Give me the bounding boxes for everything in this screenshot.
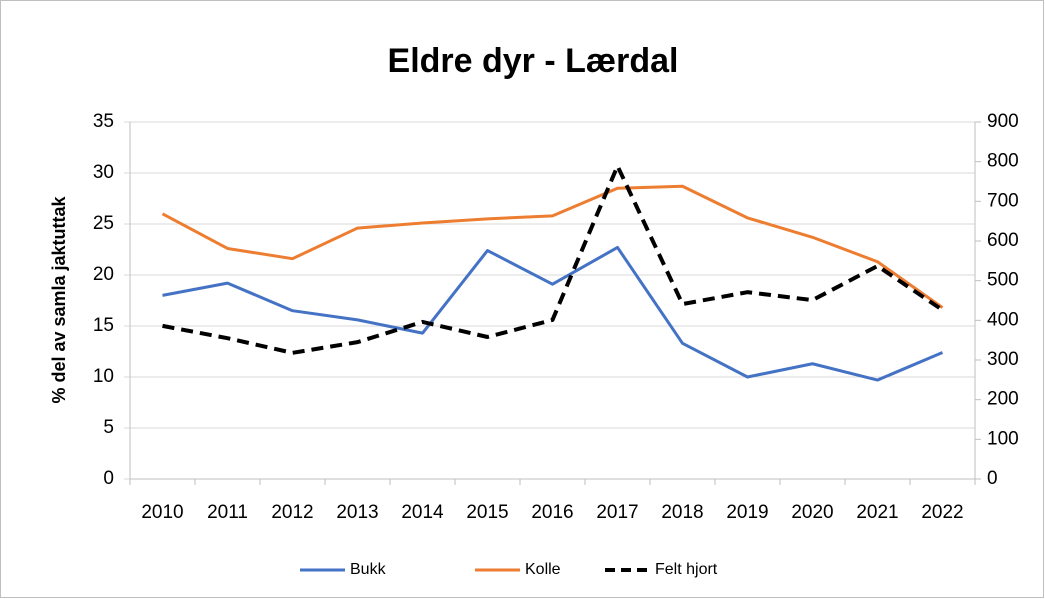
series-line <box>161 184 944 309</box>
y2-tick-label: 700 <box>987 190 1019 211</box>
x-tick-label: 2016 <box>531 502 573 523</box>
x-tick-label: 2021 <box>856 502 898 523</box>
y-tick-label: 35 <box>93 111 114 132</box>
x-tick-label: 2010 <box>141 502 183 523</box>
y2-tick-label: 900 <box>987 111 1019 132</box>
x-tick-label: 2018 <box>661 502 703 523</box>
x-tick-label: 2022 <box>921 502 963 523</box>
x-tick-label: 2013 <box>336 502 378 523</box>
y-tick-label: 10 <box>93 366 114 387</box>
y2-tick-label: 200 <box>987 389 1019 410</box>
legend-label: Felt hjort <box>655 561 718 578</box>
y2-tick-label: 300 <box>987 349 1019 370</box>
legend-label: Kolle <box>525 561 561 578</box>
x-tick-label: 2017 <box>596 502 638 523</box>
y-tick-label: 25 <box>93 213 114 234</box>
y2-tick-label: 500 <box>987 270 1019 291</box>
y2-tick-label: 100 <box>987 428 1019 449</box>
y2-tick-label: 400 <box>987 309 1019 330</box>
y-tick-label: 0 <box>103 468 114 489</box>
x-tick-label: 2020 <box>791 502 833 523</box>
y-tick-label: 5 <box>103 417 114 438</box>
x-tick-label: 2012 <box>271 502 313 523</box>
y-axis-title: % del av samla jaktuttak <box>49 195 69 403</box>
series-line <box>162 164 944 355</box>
y-tick-label: 30 <box>93 162 114 183</box>
y-tick-label: 20 <box>93 264 114 285</box>
x-tick-label: 2015 <box>466 502 508 523</box>
y2-tick-label: 0 <box>987 468 998 489</box>
legend-label: Bukk <box>350 561 387 578</box>
x-tick-label: 2014 <box>401 502 444 523</box>
y-tick-label: 15 <box>93 315 114 336</box>
y2-tick-label: 600 <box>987 230 1019 251</box>
y2-tick-label: 800 <box>987 151 1019 172</box>
x-tick-label: 2011 <box>207 502 248 523</box>
chart-title: Eldre dyr - Lærdal <box>388 42 679 80</box>
series-line <box>162 245 944 382</box>
x-tick-label: 2019 <box>726 502 768 523</box>
